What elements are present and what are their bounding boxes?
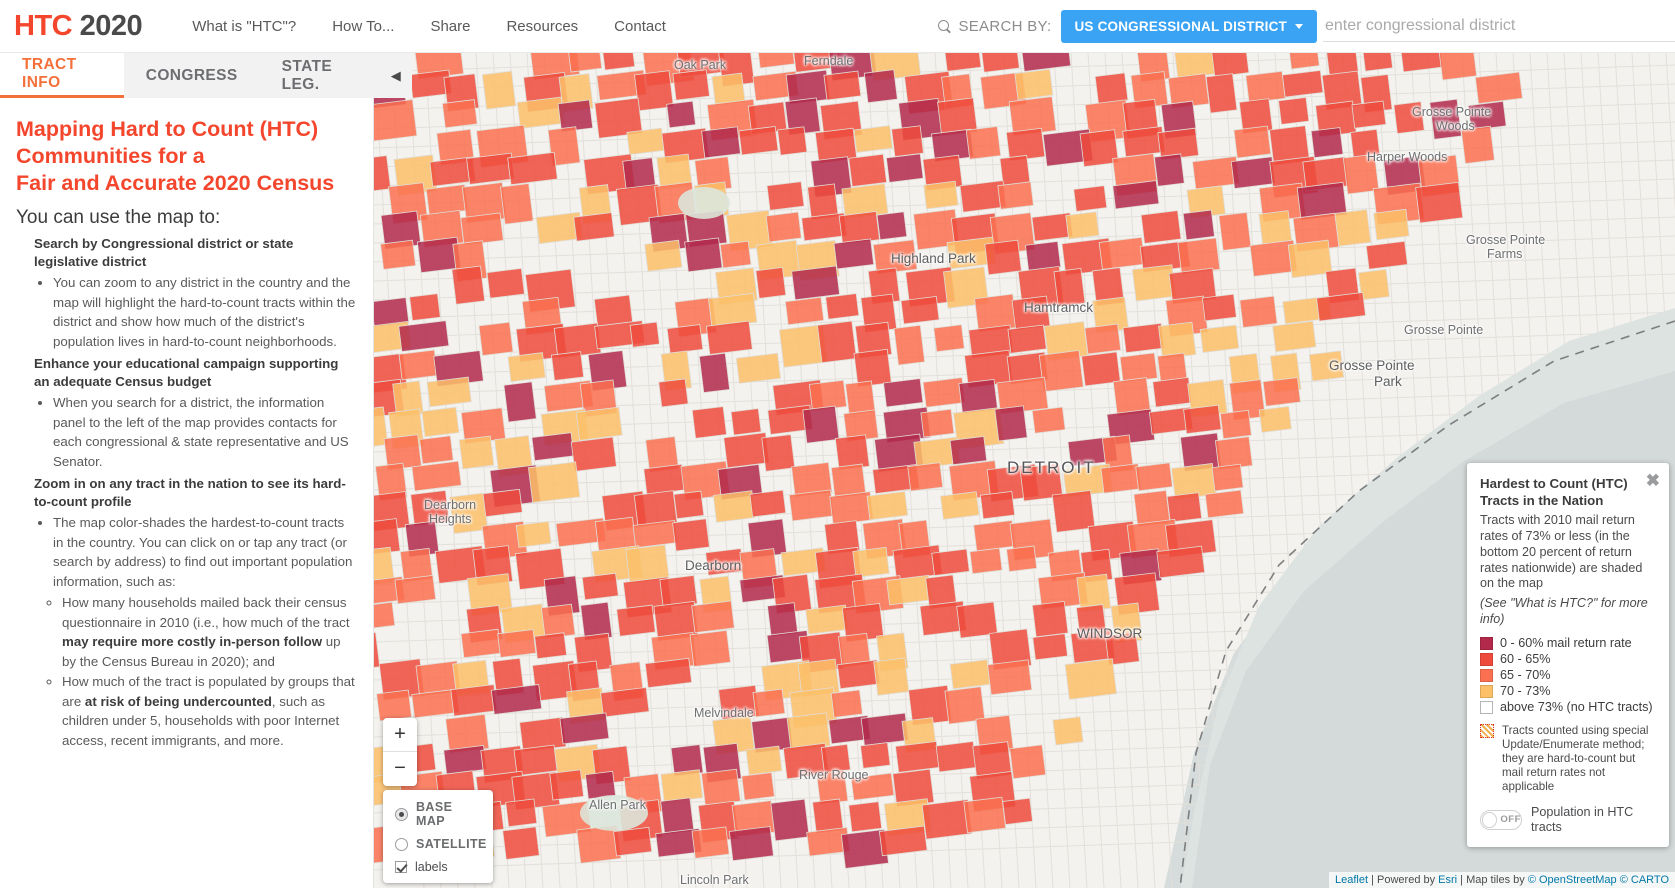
legend-row: 65 - 70% — [1480, 668, 1657, 682]
basemap-option-labels[interactable]: labels — [395, 860, 483, 874]
nav-item-resources[interactable]: Resources — [506, 17, 579, 35]
basemap-switcher: BASE MAP SATELLITE labels — [383, 790, 493, 883]
legend-row: 0 - 60% mail return rate — [1480, 636, 1657, 650]
legend-swatch-label: 60 - 65% — [1500, 652, 1551, 667]
openstreetmap-link[interactable]: © OpenStreetMap — [1527, 874, 1617, 886]
carto-link[interactable]: © CARTO — [1619, 874, 1669, 886]
search-icon — [938, 19, 952, 34]
search-by-label: SEARCH BY: — [958, 18, 1052, 35]
page-title-line-2: Communities for a — [16, 144, 205, 169]
radio-icon[interactable] — [395, 807, 408, 821]
logo-year-text: 2020 — [79, 9, 143, 42]
zoom-out-button[interactable]: − — [394, 757, 406, 779]
section-bullets-3: The map color-shades the hardest-to-coun… — [34, 513, 357, 591]
radio-icon[interactable] — [395, 837, 408, 851]
legend-row: 60 - 65% — [1480, 652, 1657, 666]
legend-special-note-label: Tracts counted using special Update/Enum… — [1502, 724, 1649, 793]
legend-swatch-icon — [1480, 636, 1493, 650]
map-canvas[interactable]: Oak Park Ferndale Grosse Pointe Woods Harper… — [374, 53, 1675, 888]
info-panel: Mapping Hard to Count (HTC) Communities … — [0, 98, 374, 888]
district-search-input[interactable] — [1323, 11, 1675, 42]
list-item: The map color-shades the hardest-to-coun… — [53, 513, 357, 591]
legend-italic-note: (See "What is HTC?" for more info) — [1480, 596, 1648, 627]
nav-item-what-is-htc[interactable]: What is "HTC"? — [192, 17, 297, 35]
legend-swatch-icon — [1480, 684, 1493, 698]
legend-panel: ✖ Hardest to Count (HTC) Tracts in the N… — [1467, 463, 1669, 847]
section-heading-2: Enhance your educational campaign suppor… — [34, 356, 339, 390]
chevron-down-icon — [1295, 24, 1303, 29]
logo-htc-text: HTC — [14, 9, 73, 42]
search-scope-label: US CONGRESSIONAL DISTRICT — [1074, 19, 1287, 34]
top-navigation-bar: HTC 2020 What is "HTC"? How To... Share … — [0, 0, 1675, 53]
site-logo[interactable]: HTC 2020 — [14, 9, 143, 43]
list-item: When you search for a district, the info… — [53, 393, 357, 471]
list-item: How many households mailed back their ce… — [62, 593, 357, 671]
leaflet-link[interactable]: Leaflet — [1335, 874, 1369, 886]
attrib-sep-2: | Map tiles by — [1457, 874, 1528, 886]
legend-swatch-label: 65 - 70% — [1500, 668, 1551, 683]
legend-special-note: Tracts counted using special Update/Enum… — [1480, 724, 1657, 794]
legend-description: Tracts with 2010 mail return rates of 73… — [1480, 513, 1643, 591]
legend-row: 70 - 73% — [1480, 684, 1657, 698]
section-bullets-1: You can zoom to any district in the coun… — [34, 273, 357, 351]
checkbox-icon[interactable] — [395, 861, 407, 873]
legend-description-italic: (See "What is HTC?" for more info) — [1480, 596, 1657, 628]
legend-swatch-icon — [1480, 668, 1493, 682]
hatched-swatch-icon — [1480, 724, 1494, 739]
basemap-option-label: SATELLITE — [416, 837, 487, 851]
list-item: How much of the tract is populated by gr… — [62, 672, 357, 750]
search-area: SEARCH BY: US CONGRESSIONAL DISTRICT — [938, 0, 1675, 53]
legend-swatch-icon — [1480, 700, 1493, 714]
page-title-line-1: Mapping Hard to Count (HTC) — [16, 117, 319, 141]
population-toggle-switch[interactable]: OFF — [1480, 809, 1522, 830]
section-sub-bullets-3: How many households mailed back their ce… — [34, 593, 357, 750]
legend-swatch-label: 70 - 73% — [1500, 684, 1551, 699]
tab-tract-info[interactable]: TRACT INFO — [0, 53, 124, 98]
main-nav: What is "HTC"? How To... Share Resources… — [174, 12, 684, 41]
section-heading-3: Zoom in on any tract in the nation to se… — [34, 476, 346, 510]
legend-swatch-list: 0 - 60% mail return rate 60 - 65% 65 - 7… — [1480, 636, 1657, 714]
nav-item-contact[interactable]: Contact — [614, 17, 666, 35]
zoom-in-button[interactable]: + — [383, 718, 417, 752]
basemap-option-label: BASE MAP — [416, 800, 453, 828]
esri-link[interactable]: Esri — [1438, 874, 1458, 886]
search-scope-dropdown[interactable]: US CONGRESSIONAL DISTRICT — [1061, 10, 1317, 43]
nav-item-share[interactable]: Share — [430, 17, 471, 35]
close-icon[interactable]: ✖ — [1645, 471, 1660, 490]
nav-item-how-to[interactable]: How To... — [332, 17, 395, 35]
legend-row: above 73% (no HTC tracts) — [1480, 700, 1657, 714]
page-title-line-3: Fair and Accurate 2020 Census — [16, 171, 335, 196]
toggle-knob — [1482, 811, 1498, 828]
population-toggle-label: Population in HTC tracts — [1531, 804, 1634, 834]
section-heading-1: Search by Congressional district or stat… — [34, 236, 294, 270]
legend-swatch-icon — [1480, 652, 1493, 666]
page-title: Mapping Hard to Count (HTC) Communities … — [16, 116, 357, 197]
attrib-sep-1: | Powered by — [1368, 874, 1439, 886]
toggle-state-label: OFF — [1500, 814, 1521, 826]
section-bullets-2: When you search for a district, the info… — [34, 393, 357, 471]
tab-congress[interactable]: CONGRESS — [123, 53, 260, 98]
list-item: You can zoom to any district in the coun… — [53, 273, 357, 351]
population-toggle-row[interactable]: OFF Population in HTC tracts — [1480, 805, 1657, 835]
search-by-label-group: SEARCH BY: — [938, 18, 1051, 35]
legend-swatch-label: above 73% (no HTC tracts) — [1500, 700, 1653, 715]
basemap-option-label: labels — [415, 860, 448, 874]
basemap-option-satellite[interactable]: SATELLITE — [395, 837, 486, 851]
tab-state-leg[interactable]: STATE LEG. — [259, 53, 380, 98]
map-attribution: Leaflet | Powered by Esri | Map tiles by… — [1329, 872, 1675, 888]
collapse-panel-icon[interactable]: ◀ — [390, 67, 401, 83]
zoom-control: + − — [383, 718, 417, 786]
panel-tab-strip: TRACT INFO CONGRESS STATE LEG. ◀ — [0, 53, 412, 98]
panel-sections: Search by Congressional district or stat… — [16, 235, 357, 750]
basemap-option-base-map[interactable]: BASE MAP — [395, 800, 483, 828]
panel-subtitle: You can use the map to: — [16, 207, 221, 229]
legend-title: Hardest to Count (HTC) Tracts in the Nat… — [1480, 476, 1628, 509]
legend-swatch-label: 0 - 60% mail return rate — [1500, 636, 1632, 651]
